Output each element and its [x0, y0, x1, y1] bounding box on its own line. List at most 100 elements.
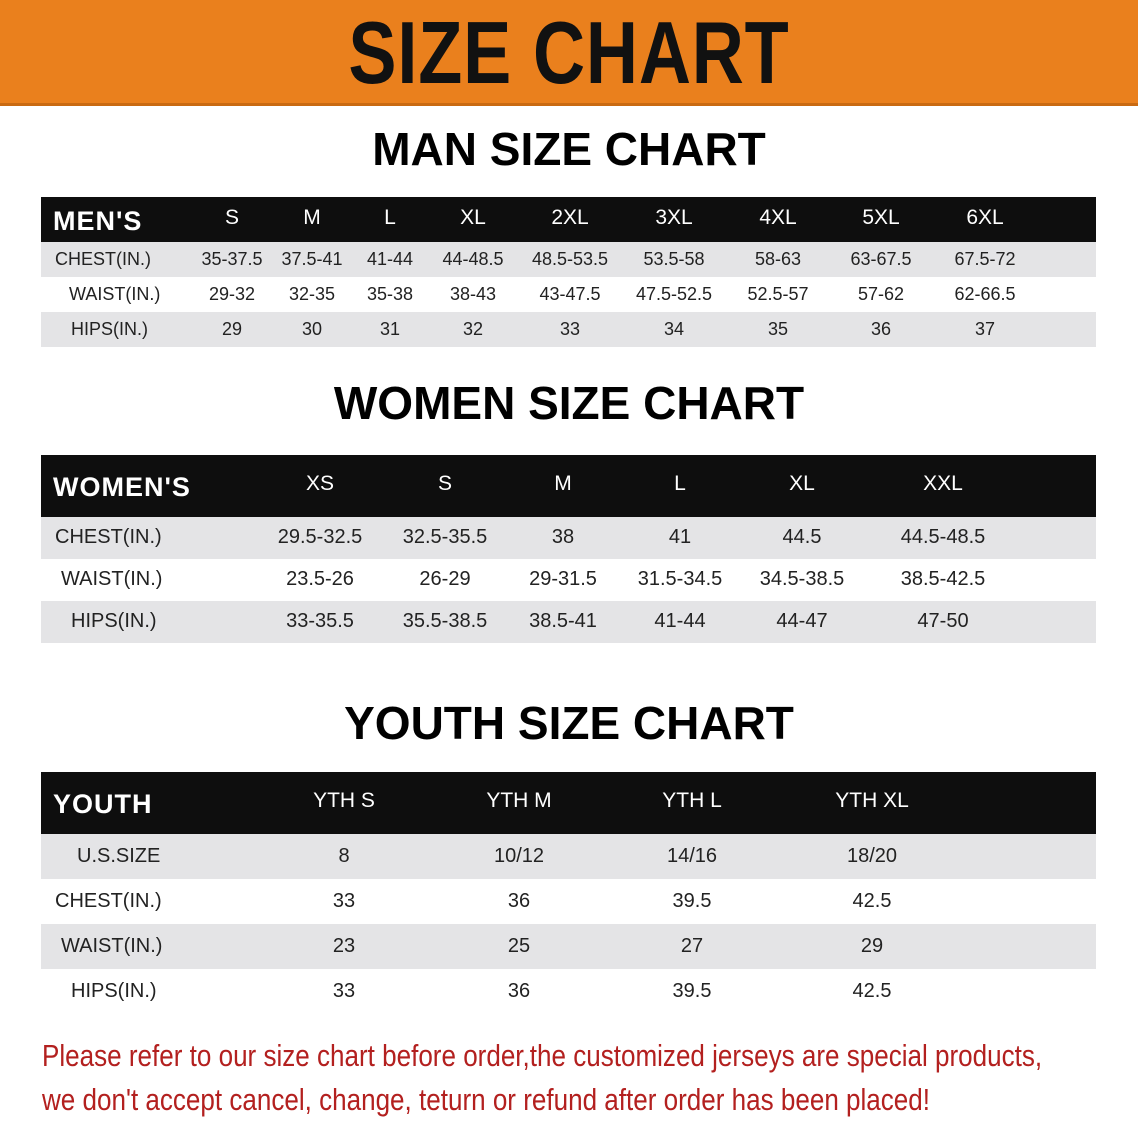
- measurement-value: 31: [379, 318, 401, 339]
- size-column-header: 5XL: [862, 205, 900, 229]
- table-header-label: YOUTH: [53, 789, 153, 819]
- table-header-label: MEN'S: [53, 205, 143, 236]
- size-column-header: XXL: [923, 472, 963, 495]
- youth-section-title: YOUTH SIZE CHART: [344, 697, 794, 749]
- measurement-value: 29: [221, 318, 243, 339]
- table-row: WAIST(IN.) 23 25 27 29: [41, 924, 1096, 969]
- measurement-label: WAIST(IN.): [61, 934, 163, 957]
- table-row: WAIST(IN.) 23.5-26 26-29 29-31.5 31.5-34.5 34…: [41, 559, 1096, 601]
- measurement-value: 62-66.5: [954, 283, 1016, 304]
- size-column-header: M: [303, 205, 321, 229]
- measurement-value: 27: [680, 934, 704, 957]
- measurement-value: 39.5: [672, 889, 712, 912]
- size-column-header: 2XL: [551, 205, 589, 229]
- measurement-value: 57-62: [857, 283, 905, 304]
- table-header-row: MEN'S S M L XL 2XL 3XL 4XL 5XL 6XL: [41, 197, 1096, 242]
- measurement-value: 38.5-42.5: [900, 568, 986, 590]
- measurement-value: 14/16: [666, 844, 718, 867]
- measurement-value: 36: [507, 979, 531, 1002]
- measurement-value: 52.5-57: [747, 283, 809, 304]
- measurement-value: 29: [860, 934, 884, 957]
- measurement-value: 43-47.5: [539, 283, 601, 304]
- size-column-header: L: [674, 472, 686, 495]
- measurement-value: 37.5-41: [281, 248, 343, 269]
- size-column-header: YTH XL: [835, 789, 909, 812]
- measurement-label: HIPS(IN.): [71, 318, 149, 339]
- table-row: CHEST(IN.) 29.5-32.5 32.5-35.5 38 41 44.5 44.5…: [41, 517, 1096, 559]
- men-section-title: MAN SIZE CHART: [372, 123, 766, 175]
- size-column-header: 6XL: [966, 205, 1004, 229]
- measurement-label: CHEST(IN.): [55, 526, 162, 548]
- measurement-value: 18/20: [846, 844, 898, 867]
- measurement-value: 44.5-48.5: [900, 526, 986, 548]
- measurement-label: U.S.SIZE: [77, 844, 161, 867]
- measurement-value: 67.5-72: [954, 248, 1016, 269]
- measurement-label: CHEST(IN.): [55, 248, 151, 269]
- table-row: HIPS(IN.) 29 30 31 32 33 34 35 36 37: [41, 312, 1096, 347]
- measurement-label: HIPS(IN.): [71, 979, 157, 1002]
- measurement-value: 63-67.5: [850, 248, 912, 269]
- measurement-value: 31.5-34.5: [637, 568, 723, 590]
- banner-title: SIZE CHART: [348, 3, 790, 102]
- measurement-value: 44-48.5: [442, 248, 504, 269]
- measurement-value: 33: [559, 318, 581, 339]
- measurement-value: 29.5-32.5: [277, 526, 363, 548]
- measurement-value: 35-38: [366, 283, 414, 304]
- measurement-label: CHEST(IN.): [55, 889, 162, 912]
- measurement-value: 38-43: [449, 283, 497, 304]
- size-column-header: 3XL: [655, 205, 693, 229]
- table-row: CHEST(IN.) 35-37.5 37.5-41 41-44 44-48.5 48.5…: [41, 242, 1096, 277]
- measurement-label: WAIST(IN.): [61, 568, 163, 590]
- measurement-value: 8: [338, 844, 350, 867]
- table-row: WAIST(IN.) 29-32 32-35 35-38 38-43 43-47.5 47.…: [41, 277, 1096, 312]
- measurement-value: 25: [507, 934, 531, 957]
- size-column-header: XL: [460, 205, 486, 229]
- measurement-value: 32: [462, 318, 484, 339]
- measurement-value: 42.5: [852, 889, 892, 912]
- measurement-value: 47.5-52.5: [635, 283, 713, 304]
- measurement-value: 44.5: [782, 526, 822, 548]
- measurement-value: 37: [974, 318, 996, 339]
- measurement-value: 58-63: [754, 248, 802, 269]
- women-section-title: WOMEN SIZE CHART: [333, 377, 805, 429]
- measurement-label: WAIST(IN.): [69, 283, 161, 304]
- table-row: CHEST(IN.) 33 36 39.5 42.5: [41, 879, 1096, 924]
- size-column-header: 4XL: [759, 205, 797, 229]
- measurement-value: 38: [551, 526, 575, 548]
- measurement-value: 30: [301, 318, 323, 339]
- measurement-value: 42.5: [852, 979, 892, 1002]
- table-header-label: WOMEN'S: [53, 472, 191, 502]
- size-column-header: YTH S: [313, 789, 375, 812]
- measurement-value: 48.5-53.5: [531, 248, 609, 269]
- measurement-value: 33: [332, 979, 356, 1002]
- size-column-header: YTH M: [486, 789, 552, 812]
- measurement-value: 39.5: [672, 979, 712, 1002]
- measurement-value: 41: [668, 526, 692, 548]
- table-row: HIPS(IN.) 33-35.5 35.5-38.5 38.5-41 41-44 44-…: [41, 601, 1096, 643]
- table-row: HIPS(IN.) 33 36 39.5 42.5: [41, 969, 1096, 1014]
- measurement-value: 29-31.5: [529, 568, 597, 590]
- measurement-value: 47-50: [917, 610, 969, 632]
- measurement-value: 35: [767, 318, 789, 339]
- table-row: U.S.SIZE 8 10/12 14/16 18/20: [41, 834, 1096, 879]
- measurement-value: 35.5-38.5: [402, 610, 488, 632]
- measurement-value: 23: [332, 934, 356, 957]
- measurement-value: 34.5-38.5: [759, 568, 845, 590]
- table-header-row: WOMEN'S XS S M L XL XXL: [41, 455, 1096, 517]
- measurement-value: 36: [507, 889, 531, 912]
- measurement-value: 33-35.5: [286, 610, 354, 632]
- measurement-value: 36: [870, 318, 892, 339]
- measurement-value: 33: [332, 889, 356, 912]
- measurement-value: 41-44: [654, 610, 706, 632]
- measurement-value: 53.5-58: [643, 248, 705, 269]
- measurement-value: 23.5-26: [286, 568, 354, 590]
- measurement-value: 32-35: [288, 283, 336, 304]
- policy-note-line-2: we don't accept cancel, change, teturn o…: [42, 1082, 931, 1117]
- measurement-value: 34: [663, 318, 685, 339]
- measurement-value: 41-44: [366, 248, 414, 269]
- measurement-label: HIPS(IN.): [71, 610, 157, 632]
- measurement-value: 32.5-35.5: [402, 526, 488, 548]
- measurement-value: 10/12: [493, 844, 545, 867]
- size-column-header: S: [437, 472, 453, 495]
- size-column-header: S: [224, 205, 240, 229]
